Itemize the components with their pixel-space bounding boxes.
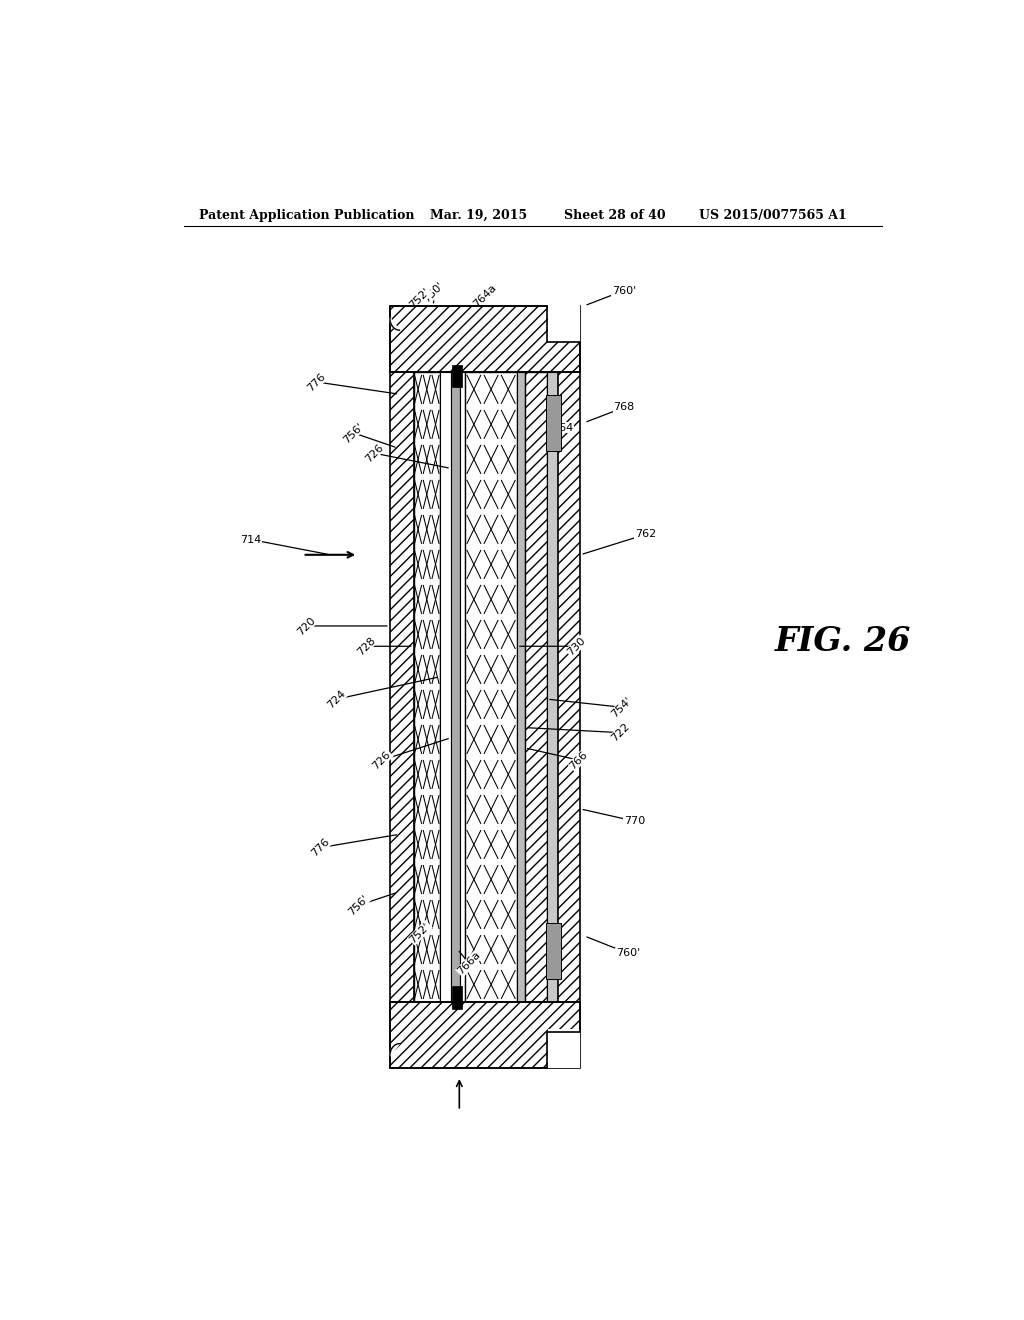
Text: Sheet 28 of 40: Sheet 28 of 40 (564, 209, 666, 222)
Text: 760': 760' (612, 285, 636, 296)
Bar (451, 372, 460, 1002)
Text: 720: 720 (296, 615, 317, 638)
Text: 714: 714 (241, 535, 262, 545)
Bar (465, 372, 517, 1002)
Text: 722: 722 (609, 722, 631, 743)
Bar (547, 372, 558, 1002)
Polygon shape (390, 1044, 399, 1056)
Text: 724: 724 (326, 688, 348, 710)
Text: 756': 756' (346, 894, 371, 917)
Bar (548, 1028, 581, 1068)
Text: 754': 754' (609, 696, 634, 719)
Text: 726: 726 (362, 442, 385, 465)
Bar (524, 372, 547, 1002)
Text: 726: 726 (371, 748, 393, 771)
Text: 730: 730 (565, 635, 588, 657)
Text: FIG. 26: FIG. 26 (775, 624, 911, 657)
Bar (390, 306, 581, 372)
Bar (548, 302, 581, 342)
Text: Patent Application Publication: Patent Application Publication (200, 209, 415, 222)
Text: 752': 752' (408, 921, 432, 945)
Text: Mar. 19, 2015: Mar. 19, 2015 (430, 209, 526, 222)
Bar (546, 923, 561, 979)
Text: 776: 776 (310, 837, 332, 858)
Polygon shape (390, 318, 399, 330)
Text: 714: 714 (241, 535, 262, 545)
Text: 766: 766 (567, 750, 590, 771)
Bar (460, 372, 465, 1002)
Bar (414, 372, 440, 1002)
Text: 764: 764 (552, 422, 573, 433)
Text: 728: 728 (355, 635, 377, 657)
Text: 750': 750' (422, 280, 445, 305)
Bar (440, 372, 451, 1002)
Text: US 2015/0077565 A1: US 2015/0077565 A1 (699, 209, 847, 222)
Bar (452, 366, 462, 388)
Text: 756': 756' (341, 421, 366, 445)
Text: 764a: 764a (472, 282, 499, 309)
Text: 770: 770 (624, 816, 645, 826)
Text: 752': 752' (408, 286, 432, 310)
Bar (390, 372, 414, 1002)
Bar (390, 1002, 581, 1068)
Bar (558, 372, 581, 1002)
Text: 768: 768 (613, 403, 635, 412)
Text: 776: 776 (306, 371, 328, 393)
Bar (517, 372, 525, 1002)
Text: 760': 760' (615, 948, 640, 958)
Bar (452, 986, 462, 1008)
Text: 766a: 766a (456, 950, 482, 977)
Text: 762: 762 (635, 529, 656, 540)
Bar (546, 395, 561, 450)
